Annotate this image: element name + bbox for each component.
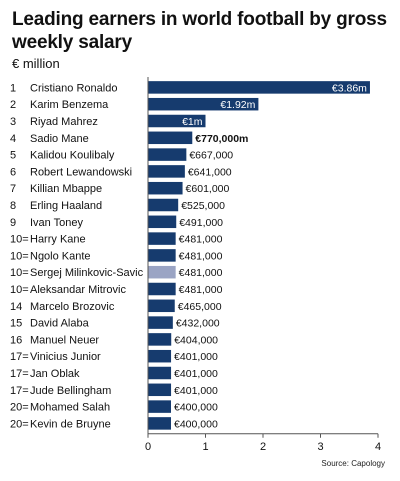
bar-value-label: €465,000: [178, 301, 222, 313]
rank-label: 10=: [10, 250, 29, 262]
bar-value-label: €1.92m: [220, 99, 255, 111]
rank-label: 10=: [10, 267, 29, 279]
rank-label: 14: [10, 301, 22, 313]
salary-bar: [148, 282, 176, 296]
bar-value-label: €481,000: [179, 284, 223, 296]
player-name-label: Karim Benzema: [30, 99, 109, 111]
bar-value-label: €525,000: [181, 200, 225, 212]
player-name-label: Harry Kane: [30, 234, 86, 246]
player-name-label: Killian Mbappe: [30, 183, 102, 195]
bar-value-label: €3.86m: [332, 82, 367, 94]
bar-value-label: €601,000: [186, 183, 230, 195]
rank-label: 17=: [10, 351, 29, 363]
player-name-label: Aleksandar Mitrovic: [30, 284, 126, 296]
salary-bar: [148, 333, 172, 346]
bar-value-label: €481,000: [179, 234, 223, 246]
rank-label: 7: [10, 183, 16, 195]
player-name-label: Erling Haaland: [30, 200, 102, 212]
rank-label: 9: [10, 217, 16, 229]
bar-value-label: €404,000: [174, 334, 218, 346]
salary-bar: [148, 265, 176, 279]
rank-label: 8: [10, 200, 16, 212]
player-name-label: Cristiano Ronaldo: [30, 82, 117, 94]
salary-bar: [148, 383, 172, 397]
player-name-label: Ngolo Kante: [30, 250, 91, 262]
bar-value-label: €401,000: [174, 368, 218, 380]
bar-value-label: €401,000: [174, 385, 218, 397]
bar-value-label: €641,000: [188, 166, 232, 178]
player-name-label: Vinicius Junior: [30, 351, 101, 363]
bar-value-label: €1m: [182, 116, 203, 128]
rank-label: 10=: [10, 284, 29, 296]
rank-label: 17=: [10, 368, 29, 380]
bar-value-label: €432,000: [176, 318, 220, 330]
salary-bar: [148, 215, 177, 229]
rank-label: 20=: [10, 402, 29, 414]
salary-bar: [148, 366, 172, 380]
rank-label: 2: [10, 99, 16, 111]
rank-label: 1: [10, 82, 16, 94]
bar-value-label: €400,000: [174, 418, 218, 430]
chart-title: Leading earners in world football by gro…: [12, 9, 387, 53]
rank-label: 3: [10, 116, 16, 128]
player-name-label: Sadio Mane: [30, 133, 89, 145]
player-name-label: Kevin de Bruyne: [30, 418, 111, 430]
bar-value-label: €481,000: [179, 267, 223, 279]
salary-bar: [148, 114, 206, 128]
rank-label: 17=: [10, 385, 29, 397]
bar-value-label: €667,000: [189, 150, 233, 162]
rank-label: 4: [10, 133, 16, 145]
player-name-label: Ivan Toney: [30, 217, 84, 229]
player-name-label: Riyad Mahrez: [30, 116, 98, 128]
salary-bar: [148, 299, 175, 313]
x-tick-label: 1: [202, 441, 208, 453]
player-name-label: Jan Oblak: [30, 368, 80, 380]
player-name-label: Manuel Neuer: [30, 334, 99, 346]
rank-label: 5: [10, 150, 16, 162]
salary-bar: [148, 165, 185, 178]
player-name-label: Mohamed Salah: [30, 402, 110, 414]
salary-bar: [148, 249, 176, 262]
salary-bar: [148, 417, 171, 430]
salary-bar: [148, 198, 179, 212]
chart-subtitle: € million: [12, 56, 60, 71]
salary-bar: [148, 81, 370, 94]
x-tick-label: 0: [145, 441, 151, 453]
salary-bar: [148, 148, 187, 161]
bar-value-label: €491,000: [179, 217, 223, 229]
rank-label: 16: [10, 334, 22, 346]
player-name-label: Sergej Milinkovic-Savic: [30, 267, 144, 279]
source-note: Source: Capology: [321, 459, 385, 468]
salary-bar: [148, 400, 171, 413]
bar-value-label: €770,000m: [195, 133, 248, 145]
player-name-label: David Alaba: [30, 318, 90, 330]
bar-value-label: €401,000: [174, 351, 218, 363]
x-tick-label: 3: [317, 441, 323, 453]
salary-bar: [148, 232, 176, 245]
x-tick-label: 4: [375, 441, 381, 453]
player-name-label: Marcelo Brozovic: [30, 301, 115, 313]
salary-bar: [148, 316, 173, 329]
bar-value-label: €481,000: [179, 250, 223, 262]
rank-label: 20=: [10, 418, 29, 430]
player-name-label: Jude Bellingham: [30, 385, 111, 397]
salary-bar: [148, 181, 183, 195]
player-name-label: Kalidou Koulibaly: [30, 150, 115, 162]
rank-label: 15: [10, 318, 22, 330]
bar-value-label: €400,000: [174, 402, 218, 414]
x-tick-label: 2: [260, 441, 266, 453]
rank-label: 10=: [10, 234, 29, 246]
player-name-label: Robert Lewandowski: [30, 166, 132, 178]
salary-bar: [148, 97, 259, 111]
salary-bar: [148, 131, 193, 145]
rank-label: 6: [10, 166, 16, 178]
salary-bar: [148, 349, 172, 363]
